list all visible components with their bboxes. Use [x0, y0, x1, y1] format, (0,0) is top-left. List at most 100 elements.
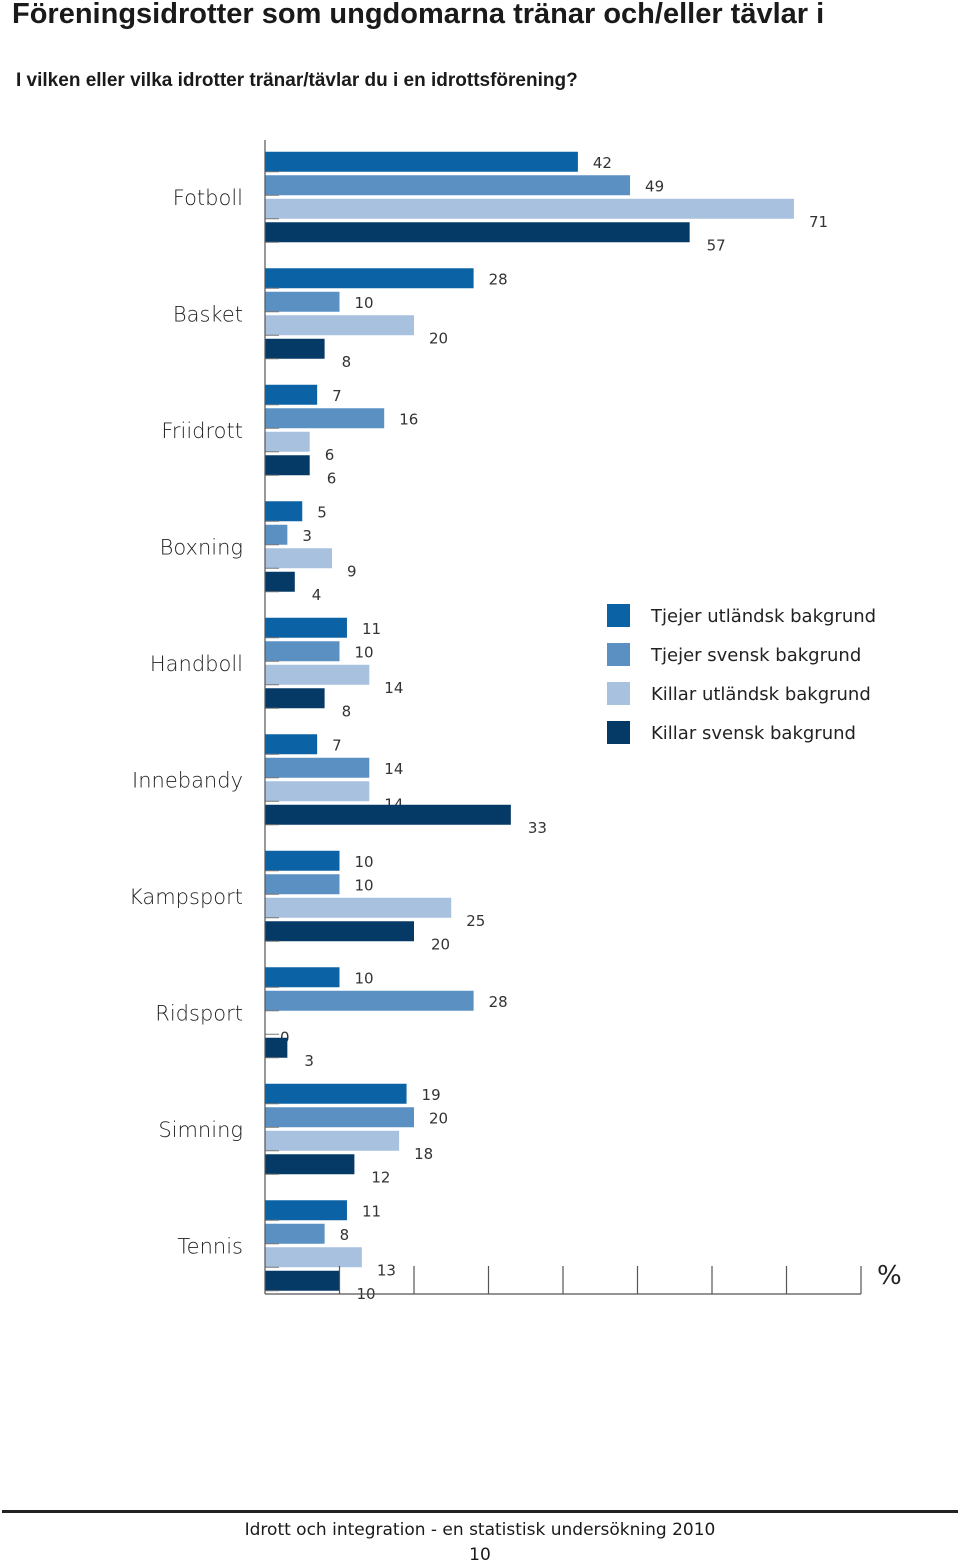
category-label-friidrott: Friidrott — [161, 419, 243, 443]
bar-basket-tjejer-svensk-bakgrund — [265, 291, 340, 312]
bar-basket-killar-utlandsk-bakgrund — [265, 315, 414, 336]
value-label-basket-killar-utlandsk-bakgrund: 20 — [429, 329, 448, 347]
value-label-tennis-tjejer-utlandsk-bakgrund: 11 — [362, 1202, 381, 1220]
bar-handboll-killar-svensk-bakgrund — [265, 688, 325, 709]
bar-chart: Fotboll42497157Basket2810208Friidrott716… — [129, 140, 902, 1303]
legend-swatch-tjejer-svensk-bakgrund — [607, 643, 630, 666]
category-label-tennis: Tennis — [177, 1235, 243, 1259]
value-label-friidrott-tjejer-utlandsk-bakgrund: 7 — [332, 387, 342, 405]
bar-innebandy-tjejer-utlandsk-bakgrund — [265, 734, 318, 755]
legend-swatch-killar-utlandsk-bakgrund — [607, 682, 630, 705]
value-label-simning-killar-utlandsk-bakgrund: 18 — [414, 1145, 433, 1163]
legend-swatch-tjejer-utlandsk-bakgrund — [607, 604, 630, 627]
chart-question: I vilken eller vilka idrotter tränar/täv… — [16, 70, 578, 91]
value-label-simning-tjejer-svensk-bakgrund: 20 — [429, 1109, 448, 1127]
bar-boxning-killar-utlandsk-bakgrund — [265, 548, 333, 569]
value-label-kampsport-tjejer-utlandsk-bakgrund: 10 — [355, 853, 374, 871]
value-label-handboll-killar-utlandsk-bakgrund: 14 — [384, 679, 403, 697]
bar-tennis-tjejer-svensk-bakgrund — [265, 1223, 325, 1244]
bar-ridsport-tjejer-svensk-bakgrund — [265, 990, 474, 1011]
value-label-kampsport-killar-svensk-bakgrund: 20 — [431, 935, 450, 953]
bar-simning-tjejer-svensk-bakgrund — [265, 1107, 414, 1128]
value-label-ridsport-tjejer-utlandsk-bakgrund: 10 — [355, 969, 374, 987]
value-label-innebandy-tjejer-utlandsk-bakgrund: 7 — [332, 736, 342, 754]
value-label-boxning-killar-utlandsk-bakgrund: 9 — [347, 562, 357, 580]
value-label-fotboll-tjejer-svensk-bakgrund: 49 — [645, 177, 664, 195]
value-label-handboll-tjejer-svensk-bakgrund: 10 — [355, 643, 374, 661]
value-label-boxning-tjejer-utlandsk-bakgrund: 5 — [317, 503, 327, 521]
bar-friidrott-killar-utlandsk-bakgrund — [265, 431, 310, 452]
category-label-simning: Simning — [158, 1118, 243, 1142]
legend-label-killar-svensk-bakgrund: Killar svensk bakgrund — [651, 723, 856, 744]
value-label-friidrott-killar-svensk-bakgrund: 6 — [327, 469, 337, 487]
category-label-handboll: Handboll — [150, 652, 243, 676]
value-label-basket-tjejer-utlandsk-bakgrund: 28 — [489, 270, 508, 288]
bar-simning-killar-svensk-bakgrund — [265, 1154, 355, 1175]
bar-fotboll-tjejer-utlandsk-bakgrund — [265, 151, 578, 172]
bar-boxning-tjejer-svensk-bakgrund — [265, 524, 288, 545]
legend-label-killar-utlandsk-bakgrund: Killar utländsk bakgrund — [651, 684, 871, 705]
bar-basket-tjejer-utlandsk-bakgrund — [265, 268, 474, 289]
value-label-fotboll-killar-svensk-bakgrund: 57 — [707, 236, 726, 254]
bar-handboll-tjejer-svensk-bakgrund — [265, 641, 340, 662]
value-label-handboll-killar-svensk-bakgrund: 8 — [342, 702, 352, 720]
bar-innebandy-killar-svensk-bakgrund — [265, 804, 511, 825]
page-title: Föreningsidrotter som ungdomarna tränar … — [12, 0, 825, 30]
bar-tennis-killar-svensk-bakgrund — [265, 1270, 340, 1291]
legend-label-tjejer-utlandsk-bakgrund: Tjejer utländsk bakgrund — [650, 606, 876, 627]
bar-handboll-killar-utlandsk-bakgrund — [265, 664, 370, 685]
value-label-friidrott-tjejer-svensk-bakgrund: 16 — [399, 410, 418, 428]
bar-ridsport-tjejer-utlandsk-bakgrund — [265, 967, 340, 988]
bar-innebandy-killar-utlandsk-bakgrund — [265, 781, 370, 802]
value-label-basket-tjejer-svensk-bakgrund: 10 — [355, 294, 374, 312]
value-label-tennis-tjejer-svensk-bakgrund: 8 — [340, 1226, 350, 1244]
bar-handboll-tjejer-utlandsk-bakgrund — [265, 617, 347, 638]
value-label-ridsport-killar-svensk-bakgrund: 3 — [304, 1052, 314, 1070]
value-label-innebandy-tjejer-svensk-bakgrund: 14 — [384, 760, 403, 778]
bar-tennis-killar-utlandsk-bakgrund — [265, 1247, 362, 1268]
x-axis-unit-label: % — [877, 1261, 902, 1291]
value-label-fotboll-tjejer-utlandsk-bakgrund: 42 — [593, 154, 612, 172]
value-label-handboll-tjejer-utlandsk-bakgrund: 11 — [362, 620, 381, 638]
footer-text: Idrott och integration - en statistisk u… — [244, 1520, 716, 1540]
category-label-kampsport: Kampsport — [129, 885, 243, 909]
value-label-simning-tjejer-utlandsk-bakgrund: 19 — [422, 1086, 441, 1104]
value-label-boxning-tjejer-svensk-bakgrund: 3 — [302, 527, 312, 545]
value-label-tennis-killar-utlandsk-bakgrund: 13 — [377, 1261, 396, 1279]
value-label-friidrott-killar-utlandsk-bakgrund: 6 — [325, 446, 335, 464]
bar-simning-killar-utlandsk-bakgrund — [265, 1130, 400, 1151]
value-label-ridsport-killar-utlandsk-bakgrund: 0 — [280, 1028, 290, 1046]
category-label-innebandy: Innebandy — [132, 769, 243, 793]
category-label-ridsport: Ridsport — [155, 1002, 243, 1026]
bar-tennis-tjejer-utlandsk-bakgrund — [265, 1200, 347, 1221]
category-label-fotboll: Fotboll — [173, 186, 243, 210]
bar-basket-killar-svensk-bakgrund — [265, 338, 325, 359]
bar-kampsport-tjejer-utlandsk-bakgrund — [265, 850, 340, 871]
bar-fotboll-killar-svensk-bakgrund — [265, 222, 690, 243]
value-label-ridsport-tjejer-svensk-bakgrund: 28 — [489, 993, 508, 1011]
bar-boxning-killar-svensk-bakgrund — [265, 571, 295, 592]
value-label-kampsport-tjejer-svensk-bakgrund: 10 — [355, 876, 374, 894]
bar-kampsport-killar-svensk-bakgrund — [265, 921, 414, 942]
bar-friidrott-tjejer-svensk-bakgrund — [265, 408, 385, 429]
bar-friidrott-tjejer-utlandsk-bakgrund — [265, 384, 318, 405]
bar-simning-tjejer-utlandsk-bakgrund — [265, 1083, 407, 1104]
bar-boxning-tjejer-utlandsk-bakgrund — [265, 501, 303, 522]
bar-kampsport-killar-utlandsk-bakgrund — [265, 897, 452, 918]
bar-friidrott-killar-svensk-bakgrund — [265, 455, 310, 476]
bar-fotboll-tjejer-svensk-bakgrund — [265, 175, 631, 196]
value-label-simning-killar-svensk-bakgrund: 12 — [371, 1168, 390, 1186]
value-label-fotboll-killar-utlandsk-bakgrund: 71 — [809, 213, 828, 231]
value-label-kampsport-killar-utlandsk-bakgrund: 25 — [466, 912, 485, 930]
value-label-basket-killar-svensk-bakgrund: 8 — [342, 353, 352, 371]
footer-divider — [2, 1510, 958, 1513]
bar-ridsport-killar-svensk-bakgrund — [265, 1037, 288, 1058]
category-label-basket: Basket — [173, 303, 243, 327]
bar-kampsport-tjejer-svensk-bakgrund — [265, 874, 340, 895]
value-label-boxning-killar-svensk-bakgrund: 4 — [312, 586, 322, 604]
bar-fotboll-killar-utlandsk-bakgrund — [265, 198, 794, 219]
legend-label-tjejer-svensk-bakgrund: Tjejer svensk bakgrund — [650, 645, 861, 666]
page-number: 10 — [469, 1545, 491, 1565]
legend-swatch-killar-svensk-bakgrund — [607, 721, 630, 744]
value-label-innebandy-killar-svensk-bakgrund: 33 — [528, 819, 547, 837]
